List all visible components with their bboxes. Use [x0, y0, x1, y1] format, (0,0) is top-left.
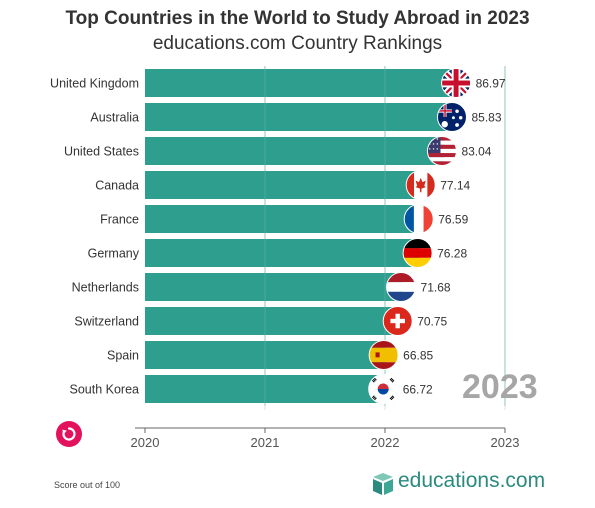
value-label: 83.04 — [461, 145, 491, 159]
south-korea-flag-icon — [368, 374, 399, 404]
x-tick-label: 2022 — [371, 435, 400, 450]
current-year-label: 2023 — [462, 368, 538, 406]
bar — [145, 137, 444, 165]
bar — [145, 69, 459, 97]
replay-icon — [62, 427, 76, 441]
value-label: 85.83 — [471, 111, 501, 125]
spain-flag-icon — [368, 340, 399, 370]
germany-flag-icon — [402, 238, 433, 268]
bar — [145, 205, 421, 233]
value-label: 76.28 — [437, 247, 467, 261]
logo-text: educations.com — [398, 469, 546, 492]
category-label: United States — [64, 145, 139, 159]
bar — [145, 171, 423, 199]
educations-logo[interactable]: educations.com — [371, 468, 545, 498]
x-tick-label: 2021 — [251, 435, 280, 450]
bar — [145, 103, 454, 131]
canada-flag-icon — [405, 170, 436, 200]
category-label: Spain — [107, 349, 139, 363]
value-label: 76.59 — [438, 213, 468, 227]
x-tick-label: 2020 — [131, 435, 160, 450]
value-label: 70.75 — [417, 315, 447, 329]
category-label: France — [100, 213, 139, 227]
logo-mark-icon — [373, 473, 393, 495]
replay-button[interactable] — [56, 421, 82, 447]
category-label: Germany — [88, 247, 140, 261]
category-label: Netherlands — [72, 281, 139, 295]
score-footnote: Score out of 100 — [54, 480, 121, 490]
value-label: 86.97 — [476, 77, 506, 91]
category-label: Switzerland — [74, 315, 139, 329]
category-label: Australia — [90, 111, 139, 125]
value-label: 66.85 — [403, 349, 433, 363]
x-tick-label: 2023 — [491, 435, 520, 450]
category-label: United Kingdom — [50, 77, 139, 91]
bar — [145, 239, 420, 267]
switzerland-flag-icon — [382, 306, 413, 336]
category-label: South Korea — [70, 383, 140, 397]
bar — [145, 307, 400, 335]
chart-subtitle: educations.com Country Rankings — [152, 33, 443, 54]
value-label: 71.68 — [421, 281, 451, 295]
france-flag-icon — [403, 204, 434, 234]
usa-flag-icon — [426, 136, 457, 166]
category-label: Canada — [95, 179, 139, 193]
netherlands-flag-icon — [386, 272, 417, 302]
australia-flag-icon — [436, 102, 467, 132]
value-label: 66.72 — [403, 383, 433, 397]
bar — [145, 273, 404, 301]
uk-flag-icon — [441, 68, 472, 98]
value-label: 77.14 — [440, 179, 470, 193]
chart-title: Top Countries in the World to Study Abro… — [65, 8, 530, 29]
